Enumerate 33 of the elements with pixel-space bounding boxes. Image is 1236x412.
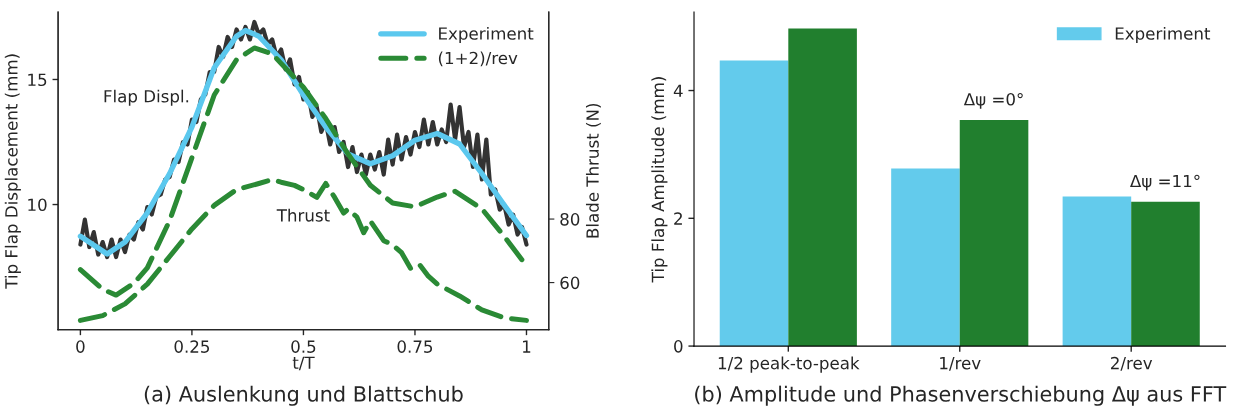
y-tick-label: 15 — [28, 73, 47, 87]
y-axis-title: Tip Flap Amplitude (mm) — [651, 77, 668, 283]
legend-label: Experiment — [1115, 26, 1211, 44]
bar — [891, 168, 960, 347]
text: (a) Auslenkung und Blattschub — [144, 385, 463, 406]
annotation: Thrust — [276, 208, 330, 222]
x-tick-label: 0 — [76, 340, 85, 353]
legend-label: (1+2)/rev — [438, 51, 518, 67]
bar — [1131, 201, 1200, 347]
x-tick-label: 0.25 — [174, 340, 210, 353]
y-tick-label: 2 — [674, 212, 682, 225]
x-axis-title: t/T — [292, 356, 315, 371]
legend-label: Experiment — [439, 26, 534, 44]
y-tick-label: 4 — [673, 84, 683, 97]
x-tick-label: 1 — [523, 340, 531, 353]
x-tick-label: 0.75 — [397, 340, 433, 353]
text: (b) Amplitude und Phasenverschiebung Δψ aus FFT — [695, 385, 1227, 406]
x-tick-label: 1/2 peak-to-peak — [718, 356, 860, 373]
x-tick-label: 1/rev — [940, 357, 981, 371]
bar — [959, 119, 1029, 347]
x-tick-label: 0.5 — [291, 340, 316, 353]
annotation: Flap Displ. — [104, 89, 189, 106]
bar — [1062, 196, 1132, 347]
y-tick-label: 10 — [28, 198, 47, 212]
y2-axis-title: Blade Thrust (N) — [585, 103, 601, 238]
annotation: Δψ =11° — [1130, 174, 1200, 191]
bar — [719, 60, 789, 347]
y-axis-title: Tip Flap Displacement (mm) — [4, 54, 21, 289]
y2-tick-label: 60 — [560, 276, 580, 290]
x-tick-label: 2/rev — [1111, 356, 1153, 371]
bar — [788, 28, 857, 347]
annotation: Δψ =0° — [963, 92, 1023, 109]
y2-tick-label: 80 — [560, 213, 580, 226]
